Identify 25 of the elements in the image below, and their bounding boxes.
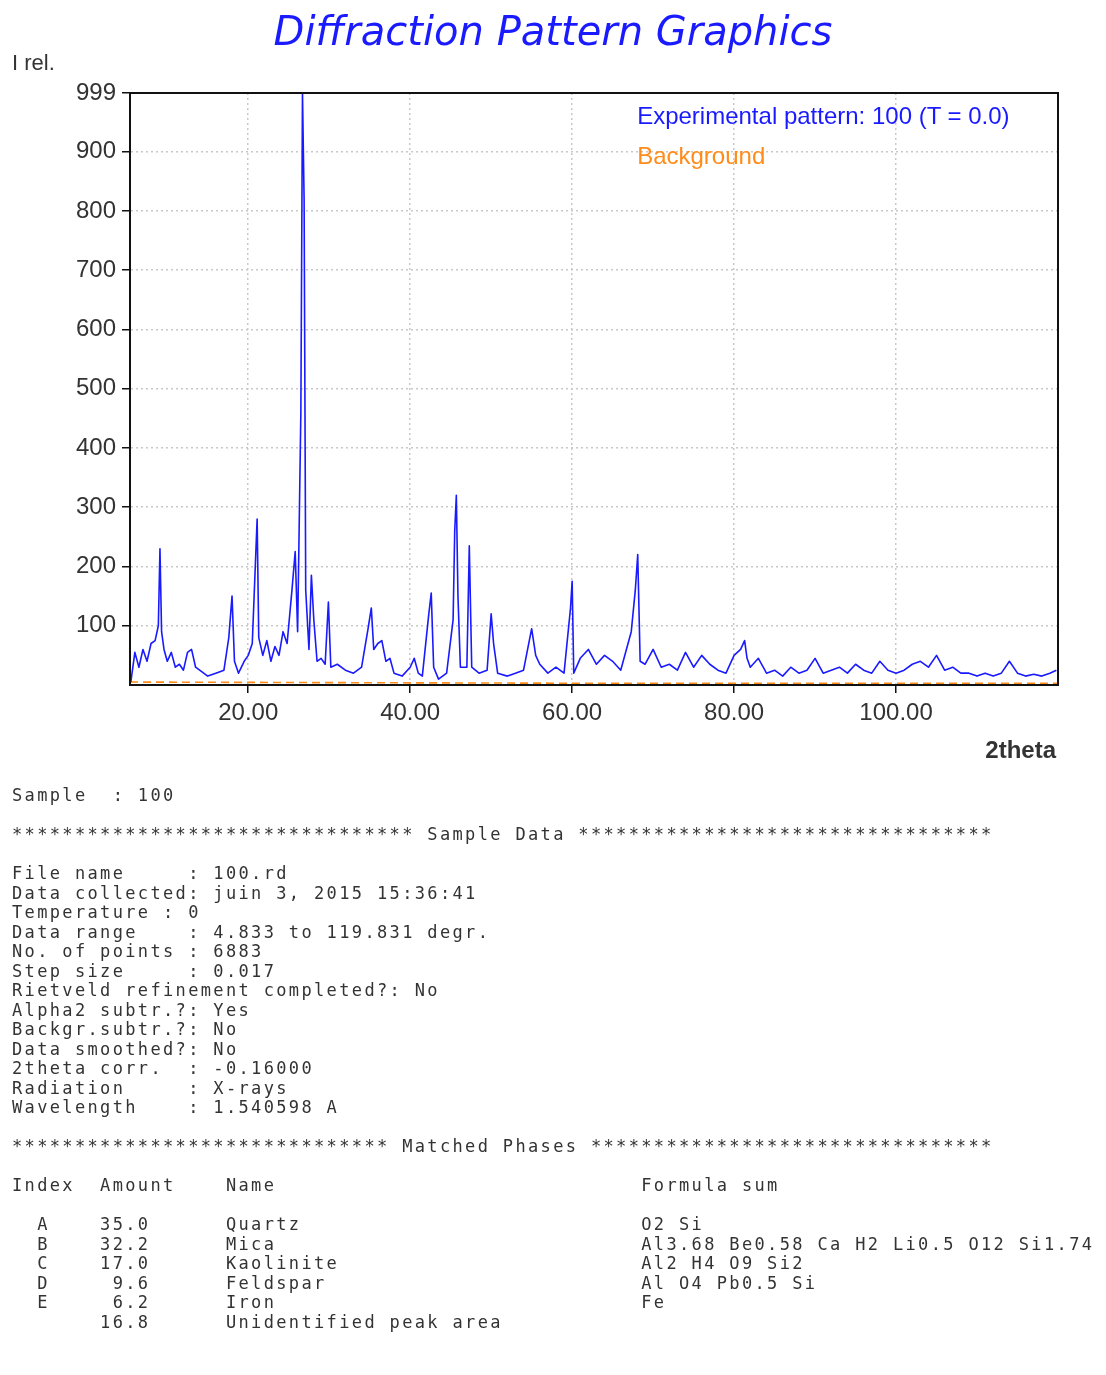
- y-tick-label: 700: [75, 254, 116, 282]
- y-tick-label: 999: [75, 77, 116, 105]
- x-tick-label: 80.00: [704, 698, 765, 726]
- y-tick-label: 900: [75, 136, 116, 164]
- y-tick-label: 800: [75, 195, 116, 223]
- y-tick-label: 500: [75, 373, 116, 401]
- y-tick-label: 300: [75, 491, 116, 519]
- text: Experimental pattern: 100 (T = 0.0): [637, 101, 1010, 129]
- y-tick-label: 600: [75, 314, 116, 342]
- x-axis-title: 2theta: [985, 736, 1056, 764]
- text: ****************************** Matched Phases ********************************: [12, 1136, 995, 1157]
- chart-title: Diffraction Pattern Graphics: [273, 8, 833, 54]
- x-tick-label: 20.00: [218, 698, 279, 726]
- y-tick-label: 100: [75, 610, 116, 638]
- y-axis-title: I rel.: [12, 50, 55, 76]
- x-tick-label: 40.00: [380, 698, 441, 726]
- y-tick-label: 200: [75, 551, 116, 579]
- y-tick-label: 400: [75, 432, 116, 460]
- text: Background: [637, 141, 766, 169]
- text: Sample : 100: [12, 785, 177, 806]
- x-tick-label: 100.00: [859, 698, 933, 726]
- text: File name : 100.rd Data collected: juin 3, 2015 15:36:41 Temperature : 0 Data range : 4.833 to 119.831 degr. No. of points : 6883 Step size : 0.017 Rietveld refinement completed?: No Alpha2 subtr.?: Yes Backgr.subtr.?: No Data smoothed?: No 2theta corr. : -0.16000 Radiation : X-rays Wavelength : 1.540598 A: [12, 863, 491, 1117]
- text: Index Amount Name Formula sum A 35.0 Quartz O2 Si B 32.2 Mica Al3.68 Be0.58 Ca H2 Li0.5 O12 Si1.74 C 17.0 Kaolinite Al2 H4 O9 Si2 D 9.6 Feldspar Al O4 Pb0.5 Si E 6.2 Iron Fe 16.8 Unidentified peak area: [12, 1175, 1095, 1332]
- x-tick-label: 60.00: [542, 698, 603, 726]
- text: ******************************** Sample Data *********************************: [12, 824, 995, 845]
